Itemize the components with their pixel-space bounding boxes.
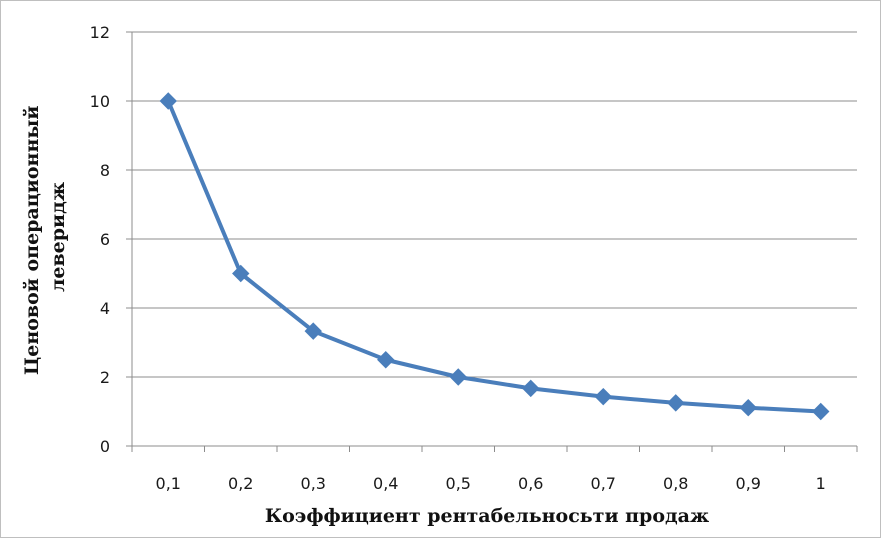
axes bbox=[126, 31, 858, 452]
grid-lines bbox=[132, 31, 857, 378]
data-point-marker bbox=[377, 351, 395, 369]
data-point-marker bbox=[522, 379, 540, 398]
y-axis-title-line-2: леверидж bbox=[47, 182, 69, 292]
y-tick-label: 4 bbox=[100, 299, 110, 318]
data-point-marker bbox=[232, 264, 250, 283]
data-point-marker bbox=[812, 402, 830, 421]
data-point-marker bbox=[159, 92, 177, 110]
series bbox=[159, 92, 830, 421]
y-tick-label: 6 bbox=[100, 230, 110, 249]
series-line bbox=[166, 99, 823, 414]
y-tick-label: 8 bbox=[100, 161, 110, 180]
y-tick-label: 0 bbox=[100, 437, 110, 456]
y-axis-title: Ценовой операционный леверидж bbox=[21, 99, 69, 375]
x-tick-label: 1 bbox=[816, 474, 826, 493]
x-tick-label: 0,9 bbox=[736, 474, 761, 493]
x-tick-label: 0,2 bbox=[228, 474, 253, 493]
x-tick-label: 0,3 bbox=[301, 474, 326, 493]
y-axis-title-line-1: Ценовой операционный bbox=[21, 105, 43, 375]
data-point-marker bbox=[304, 322, 322, 340]
y-tick-labels: 0 2 4 6 8 10 12 bbox=[90, 23, 110, 456]
x-tick-label: 0,6 bbox=[518, 474, 543, 493]
x-tick-labels: 0,1 0,2 0,3 0,4 0,5 0,6 0,7 0,8 0,9 1 bbox=[156, 474, 826, 493]
x-tick-label: 0,8 bbox=[663, 474, 688, 493]
data-point-marker bbox=[594, 387, 612, 406]
x-axis-title: Коэффициент рентабельносьти продаж bbox=[265, 505, 709, 527]
x-tick-label: 0,5 bbox=[446, 474, 471, 493]
y-tick-label: 10 bbox=[90, 92, 110, 111]
data-point-marker bbox=[449, 368, 467, 386]
y-tick-label: 12 bbox=[90, 23, 110, 42]
x-tick-label: 0,4 bbox=[373, 474, 398, 493]
x-tick-label: 0,1 bbox=[156, 474, 181, 493]
x-tick-label: 0,7 bbox=[591, 474, 616, 493]
data-point-marker bbox=[667, 394, 685, 412]
y-tick-label: 2 bbox=[100, 368, 110, 387]
data-point-marker bbox=[739, 398, 757, 417]
